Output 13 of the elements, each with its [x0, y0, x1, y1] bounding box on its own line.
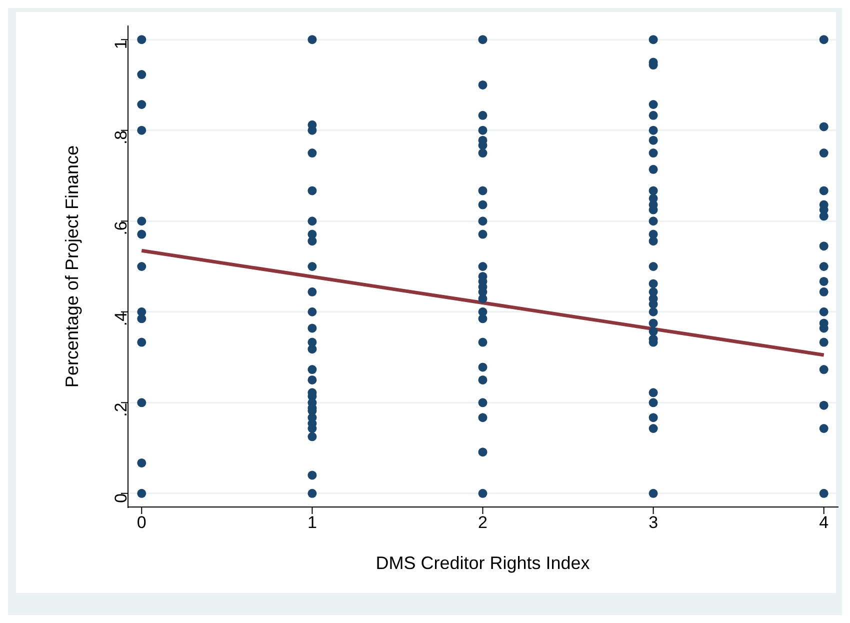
x-tick-label: 2 — [478, 512, 488, 532]
y-tick-label: .8 — [112, 130, 131, 145]
y-tick-label: 0 — [112, 493, 131, 503]
y-axis-title: Percentage of Project Finance — [62, 145, 82, 388]
y-tick-label: .6 — [112, 221, 131, 236]
x-axis-title: DMS Creditor Rights Index — [376, 553, 590, 574]
y-tick-label: .2 — [112, 402, 131, 417]
x-tick-label: 4 — [819, 512, 829, 532]
x-tick-label: 3 — [648, 512, 658, 532]
y-tick-label: .4 — [112, 312, 131, 326]
x-tick-label: 0 — [136, 512, 146, 532]
y-tick-label: 1 — [112, 40, 131, 50]
x-tick-label: 1 — [307, 512, 317, 532]
